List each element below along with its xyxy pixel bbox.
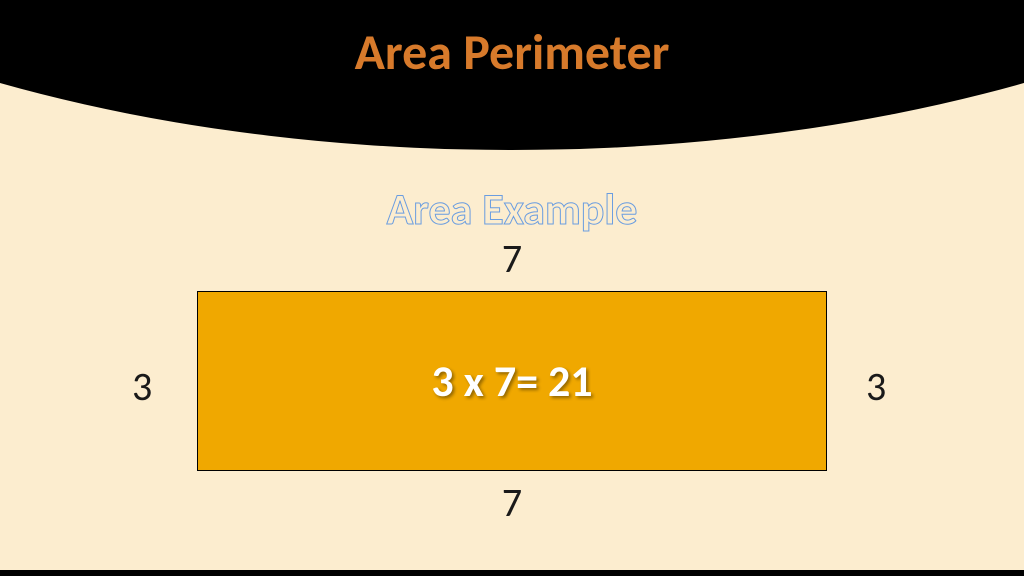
slide: Area Perimeter Area Example 7 3 x 7= 21 … bbox=[0, 0, 1024, 576]
slide-title: Area Perimeter bbox=[0, 22, 1024, 83]
left-side-label: 3 bbox=[132, 362, 152, 411]
top-side-label: 7 bbox=[0, 234, 1024, 283]
right-side-label: 3 bbox=[866, 362, 886, 411]
bottom-border bbox=[0, 570, 1024, 576]
area-equation: 3 x 7= 21 bbox=[431, 354, 592, 408]
slide-subtitle: Area Example bbox=[0, 182, 1024, 236]
area-rectangle: 3 x 7= 21 bbox=[197, 291, 827, 471]
bottom-side-label: 7 bbox=[0, 478, 1024, 527]
